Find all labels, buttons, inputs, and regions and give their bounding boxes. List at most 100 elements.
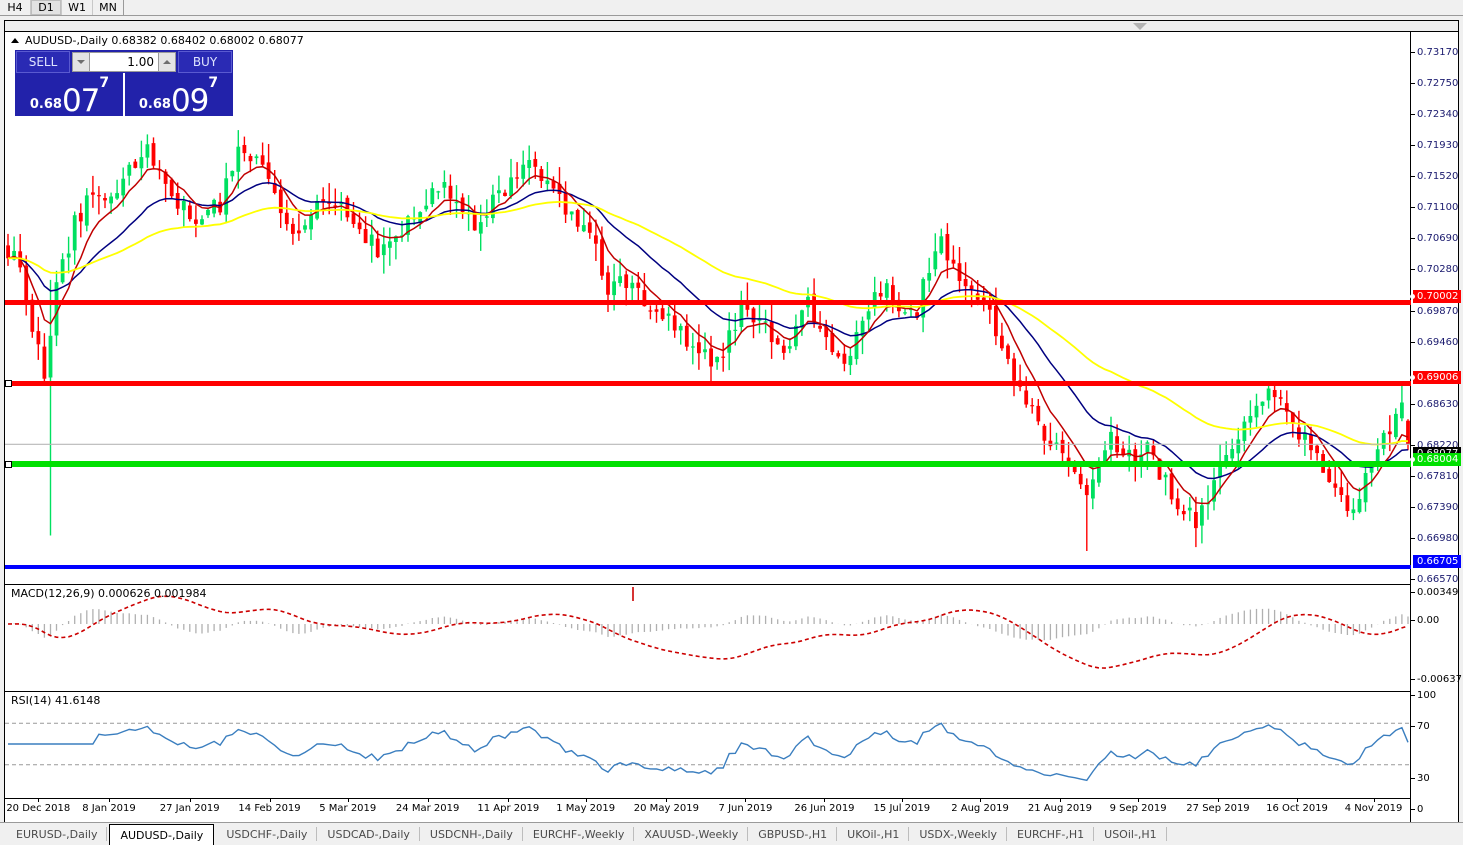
buy-price-quote[interactable]: 0.68 09 7 (123, 73, 232, 116)
date-tick (745, 799, 747, 802)
buy-price-prefix: 0.68 (138, 97, 171, 112)
price-tick: 0.66980 (1411, 533, 1459, 544)
price-tick: 0.72750 (1411, 78, 1459, 89)
date-tick (347, 799, 349, 802)
date-tick (901, 799, 903, 802)
sell-price-big: 07 (61, 82, 100, 119)
level-line-support-0-68004[interactable] (5, 460, 1411, 468)
buy-price-fraction: 7 (208, 75, 219, 91)
chart-horizontal-scrollbar[interactable] (5, 21, 1458, 32)
price-tick: 0.69870 (1411, 306, 1459, 317)
buy-button[interactable]: BUY (178, 51, 232, 73)
date-tick (108, 799, 110, 802)
chart-tab-eurusd-daily[interactable]: EURUSD-,Daily (6, 823, 108, 845)
date-tick (38, 799, 40, 802)
date-label: 16 Oct 2019 (1266, 803, 1328, 814)
chart-scroll-marker-icon (1133, 23, 1147, 30)
date-label: 7 Jun 2019 (718, 803, 773, 814)
rsi-canvas (5, 722, 1411, 782)
date-tick (980, 799, 982, 802)
level-line-handle[interactable] (5, 379, 12, 387)
date-label: 11 Apr 2019 (477, 803, 540, 814)
date-label: 24 Mar 2019 (395, 803, 460, 814)
date-tick (666, 799, 668, 802)
price-tick: 0.67390 (1411, 502, 1459, 513)
timeframe-button-h4[interactable]: H4 (0, 0, 31, 15)
sell-button[interactable]: SELL (16, 51, 70, 73)
chevron-up-icon (163, 60, 171, 64)
volume-stepper[interactable]: 1.00 (72, 52, 176, 72)
level-line-handle[interactable] (5, 460, 12, 468)
price-tag-anchor-icon (1410, 294, 1415, 299)
date-label: 27 Jan 2019 (159, 803, 220, 814)
price-tick: 0.70690 (1411, 233, 1459, 244)
date-label: 8 Jan 2019 (82, 803, 136, 814)
date-tick (1059, 799, 1061, 802)
chart-tab-xauusd-weekly[interactable]: XAUUSD-,Weekly (634, 823, 749, 845)
price-pane[interactable]: AUDUSD-,Daily 0.68382 0.68402 0.68002 0.… (5, 32, 1411, 582)
sell-price-quote[interactable]: 0.68 07 7 (16, 73, 123, 116)
date-label: 4 Nov 2019 (1344, 803, 1403, 814)
rsi-pane[interactable]: RSI(14) 41.6148 (5, 691, 1411, 796)
price-tick: 100 (1411, 690, 1459, 701)
price-tag-0-69006: 0.69006 (1410, 371, 1462, 384)
date-label: 15 Jul 2019 (873, 803, 931, 814)
date-tick (585, 799, 587, 802)
timeframe-button-mn[interactable]: MN (93, 0, 124, 15)
price-tick: 0.67810 (1411, 471, 1459, 482)
timeframe-button-d1[interactable]: D1 (31, 0, 62, 15)
price-tick: 30 (1411, 773, 1459, 784)
price-tick: 0.00349 (1411, 587, 1459, 598)
price-tick: 0.73170 (1411, 47, 1459, 58)
date-tick (1138, 799, 1140, 802)
price-tag-0-68004: 0.68004 (1410, 453, 1462, 466)
price-tick: 0.70280 (1411, 264, 1459, 275)
volume-input[interactable]: 1.00 (90, 52, 158, 72)
price-scale[interactable]: 0.73170 0.72750 0.72340 0.71930 0.71520 0.711… (1410, 32, 1462, 822)
price-tag-0-66705: 0.66705 (1413, 555, 1462, 568)
date-label: 20 May 2019 (633, 803, 699, 814)
chart-tab-audusd-daily[interactable]: AUDUSD-,Daily (109, 824, 215, 845)
trade-panel-quotes: 0.68 07 7 0.68 09 7 (16, 73, 232, 116)
collapse-triangle-icon[interactable] (11, 38, 19, 43)
chart-tab-usoil-h1[interactable]: USOil-,H1 (1094, 823, 1167, 845)
date-label: 20 Dec 2018 (6, 803, 71, 814)
price-tick: 0.71930 (1411, 140, 1459, 151)
date-tick (1297, 799, 1299, 802)
rsi-label: RSI(14) 41.6148 (11, 694, 101, 707)
timeframe-button-w1[interactable]: W1 (62, 0, 93, 15)
chart-frame: AUDUSD-,Daily 0.68382 0.68402 0.68002 0.… (4, 20, 1462, 822)
chart-tab-gbpusd-h1[interactable]: GBPUSD-,H1 (748, 823, 838, 845)
date-tick (824, 799, 826, 802)
volume-decrease-button[interactable] (72, 52, 90, 72)
chart-tab-ukoil-h1[interactable]: UKOil-,H1 (837, 823, 910, 845)
level-line-resistance-0-70002[interactable] (5, 299, 1411, 305)
sell-price-prefix: 0.68 (29, 97, 62, 112)
price-tick: 0.71100 (1411, 202, 1459, 213)
price-tick: -0.00637 (1411, 674, 1462, 685)
date-label: 14 Feb 2019 (238, 803, 301, 814)
date-tick (427, 799, 429, 802)
ohlc-header: AUDUSD-,Daily 0.68382 0.68402 0.68002 0.… (11, 34, 304, 47)
macd-pane[interactable]: MACD(12,26,9) 0.000626 0.001984 (5, 584, 1411, 689)
price-tag-0-70002: 0.70002 (1410, 290, 1462, 303)
one-click-trading-panel[interactable]: SELL 1.00 BUY 0.68 07 7 0.68 (15, 50, 233, 116)
level-line-resistance-0-69006[interactable] (5, 379, 1411, 387)
date-label: 26 Jun 2019 (794, 803, 855, 814)
chart-tab-eurchf-h1[interactable]: EURCHF-,H1 (1007, 823, 1095, 845)
chart-tab-bar: EURUSD-,Daily AUDUSD-,Daily USDCHF-,Daily U… (0, 822, 1463, 845)
chart-tab-eurchf-weekly[interactable]: EURCHF-,Weekly (523, 823, 635, 845)
volume-increase-button[interactable] (158, 52, 176, 72)
chart-tab-usdchf-daily[interactable]: USDCHF-,Daily (216, 823, 318, 845)
date-label: 1 May 2019 (556, 803, 616, 814)
date-tick (1373, 799, 1375, 802)
chart-tab-usdcad-daily[interactable]: USDCAD-,Daily (317, 823, 421, 845)
level-line-support-0-66705[interactable] (5, 565, 1411, 569)
trade-panel-top-row: SELL 1.00 BUY (16, 51, 232, 73)
date-label: 5 Mar 2019 (319, 803, 377, 814)
chart-tab-usdx-weekly[interactable]: USDX-,Weekly (909, 823, 1007, 845)
chart-tab-usdcnh-daily[interactable]: USDCNH-,Daily (420, 823, 523, 845)
date-tick (508, 799, 510, 802)
price-tag-anchor-icon (1410, 375, 1415, 380)
